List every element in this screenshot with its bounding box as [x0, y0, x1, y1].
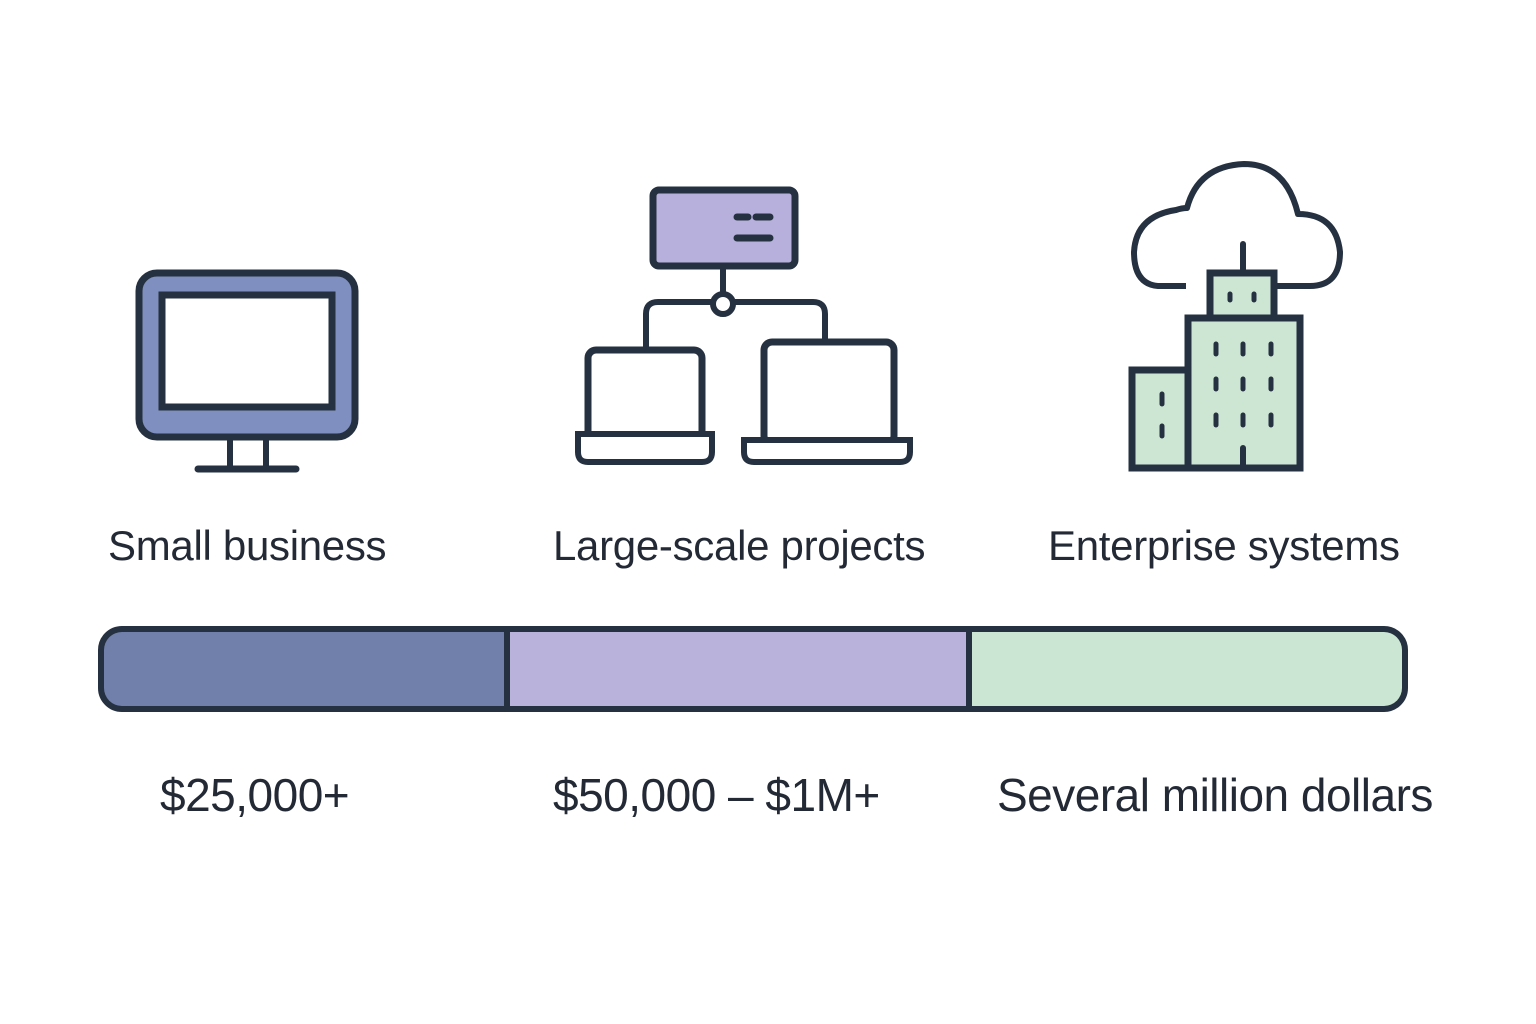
- bar-segment-small-business: [104, 632, 504, 706]
- tier-label-enterprise: Enterprise systems: [1048, 522, 1400, 569]
- bar-segment-large-scale: [504, 632, 966, 706]
- price-small-business: $25,000+: [160, 769, 350, 821]
- cost-scale-bar: [98, 626, 1408, 712]
- tier-label-large-scale: Large-scale projects: [553, 522, 926, 569]
- price-large-scale: $50,000 – $1M+: [553, 769, 880, 821]
- bar-segment-enterprise: [966, 632, 1402, 706]
- cloud-building-icon: [1126, 158, 1352, 478]
- price-enterprise: Several million dollars: [997, 769, 1433, 821]
- monitor-icon: [130, 262, 370, 482]
- network-laptops-icon: [570, 184, 920, 474]
- tier-label-small-business: Small business: [108, 522, 387, 569]
